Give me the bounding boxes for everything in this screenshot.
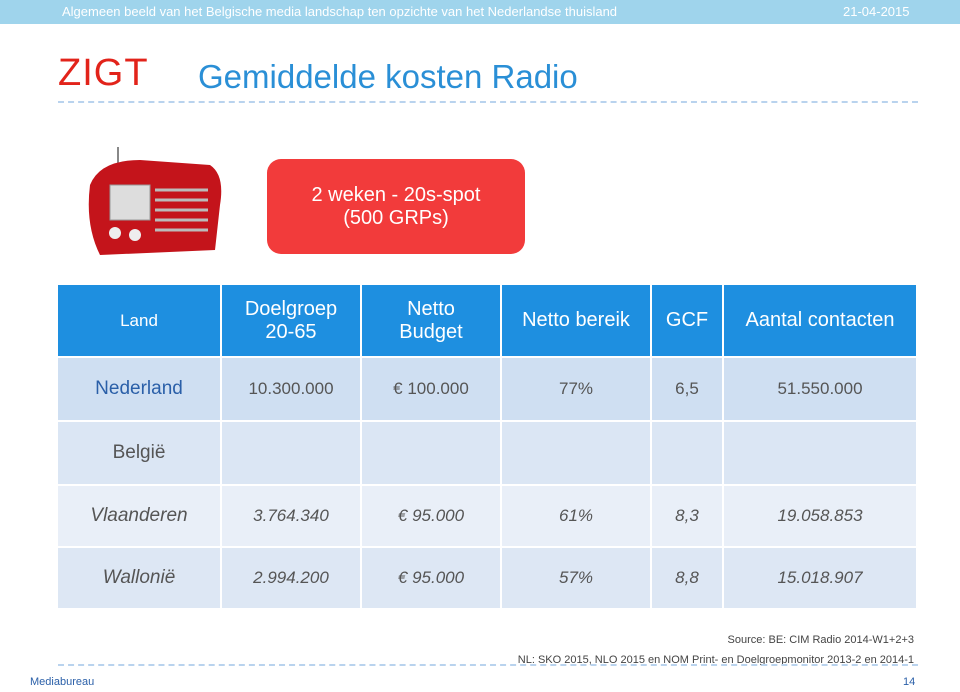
table-cell <box>502 422 650 484</box>
sources: Source: BE: CIM Radio 2014-W1+2+3 NL: SKO… <box>518 630 914 670</box>
top-bar <box>0 0 960 24</box>
page-number: 14 <box>903 676 916 688</box>
table-cell <box>222 422 360 484</box>
table-cell: 77% <box>502 358 650 420</box>
callout-line: (500 GRPs) <box>343 206 449 229</box>
header-cell: Doelgroep 20-65 <box>222 285 360 356</box>
radio-icon <box>88 147 222 255</box>
source-line: Source: BE: CIM Radio 2014-W1+2+3 <box>727 634 914 646</box>
row-label: België <box>58 422 220 484</box>
header-cell: Netto Budget <box>362 285 500 356</box>
table-cell: 51.550.000 <box>724 358 916 420</box>
title: Gemiddelde kosten Radio <box>198 58 578 95</box>
callout-line: 2 weken - 20s-spot <box>311 183 481 206</box>
table-cell <box>362 422 500 484</box>
row-label: Vlaanderen <box>58 486 220 546</box>
row-label: Nederland <box>58 358 220 420</box>
table-cell: € 95.000 <box>362 548 500 608</box>
table-cell: 8,3 <box>652 486 722 546</box>
source-line: NL: SKO 2015, NLO 2015 en NOM Print- en … <box>517 654 914 666</box>
header-cell: GCF <box>652 285 722 356</box>
row-label: Wallonië <box>58 548 220 608</box>
date: 21-04-2015 <box>843 4 910 19</box>
table-cell: 19.058.853 <box>724 486 916 546</box>
table-cell: 3.764.340 <box>222 486 360 546</box>
table-cell: € 100.000 <box>362 358 500 420</box>
table-cell: 8,8 <box>652 548 722 608</box>
table-cell: 6,5 <box>652 358 722 420</box>
table-cell: 15.018.907 <box>724 548 916 608</box>
table-cell: 61% <box>502 486 650 546</box>
header-cell: Land <box>58 285 220 356</box>
table-cell <box>652 422 722 484</box>
callout: 2 weken - 20s-spot (500 GRPs) <box>267 159 525 254</box>
table-cell: 2.994.200 <box>222 548 360 608</box>
logo: ZIGT <box>58 52 149 94</box>
header-cell: Netto bereik <box>502 285 650 356</box>
divider <box>58 101 918 103</box>
table-cell <box>724 422 916 484</box>
header-cell: Aantal contacten <box>724 285 916 356</box>
company: Mediabureau <box>30 676 95 688</box>
table-cell: 10.300.000 <box>222 358 360 420</box>
table-cell: € 95.000 <box>362 486 500 546</box>
footer-divider <box>58 664 918 666</box>
subject: Algemeen beeld van het Belgische media l… <box>62 4 618 19</box>
table-cell: 57% <box>502 548 650 608</box>
